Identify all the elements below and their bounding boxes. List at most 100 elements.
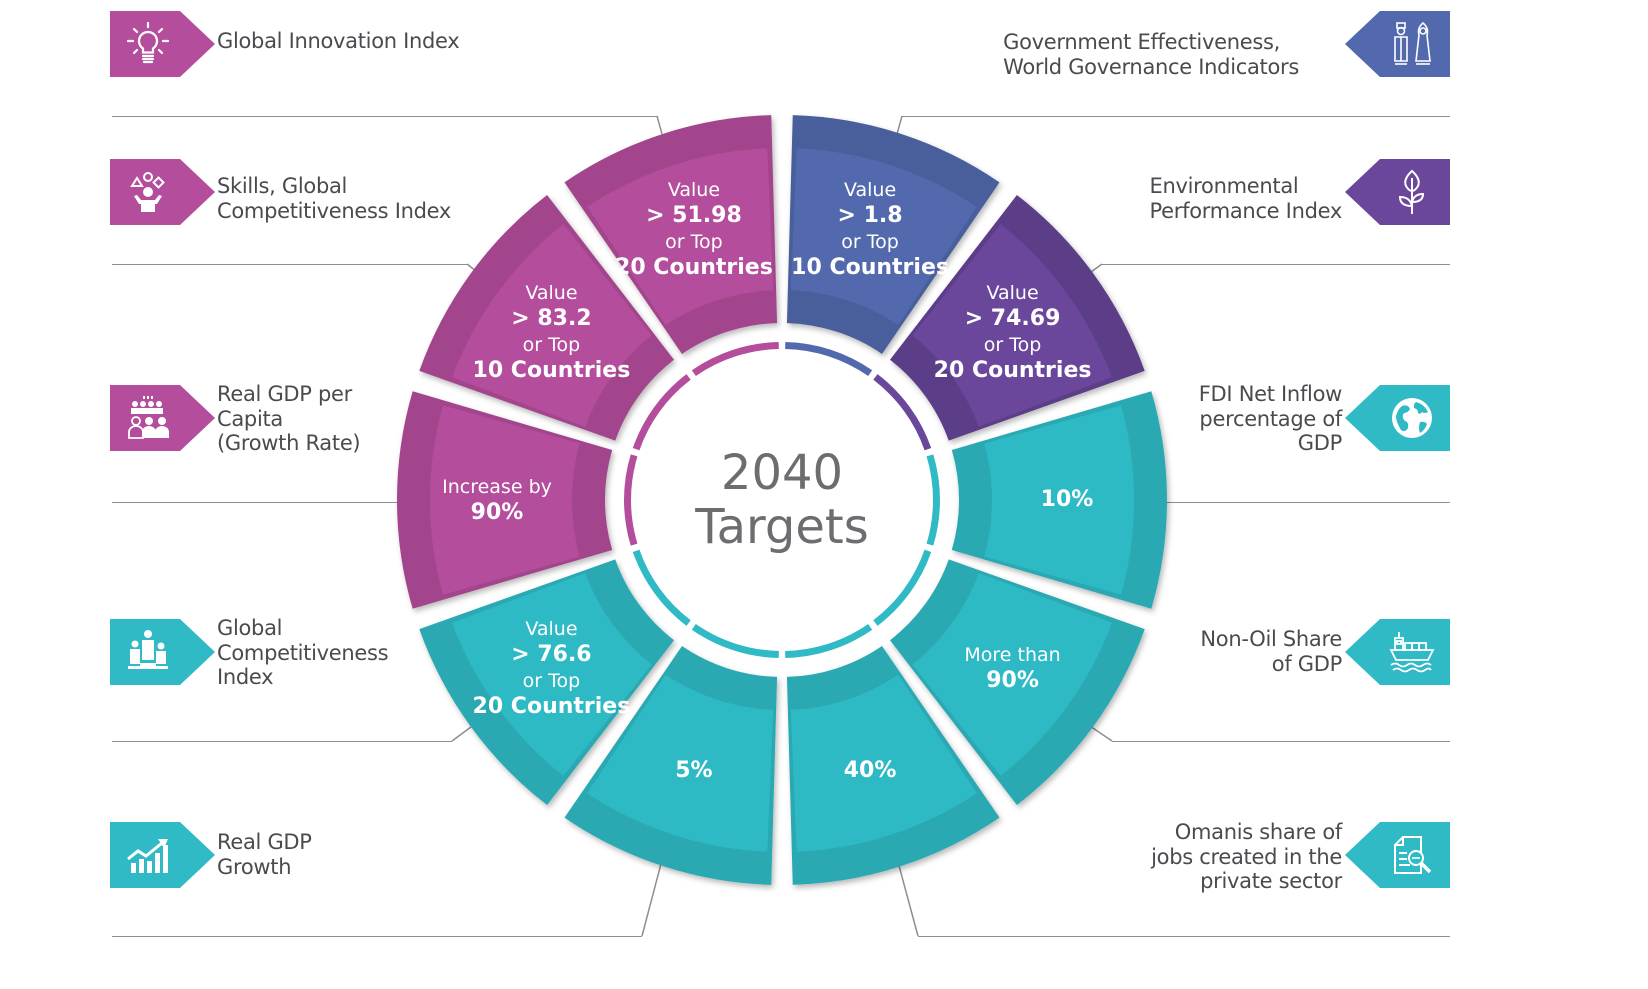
segment-line2: > 74.69 <box>964 306 1061 332</box>
tag-global-innovation-index <box>110 11 215 77</box>
wheel-segment <box>889 194 1145 441</box>
segment-line2: > 1.8 <box>837 202 903 228</box>
label-non-oil-share: Non-Oil Share of GDP <box>1200 627 1342 676</box>
wheel-segment <box>564 646 778 885</box>
segment-line1: More than <box>964 643 1061 666</box>
segment-line4: 20 Countries <box>615 254 773 280</box>
inner-ring-arc <box>691 342 779 377</box>
wheel-segment <box>564 115 778 354</box>
lightbulb-icon <box>126 21 170 64</box>
label-real-gdp-per-capita: Real GDP per Capita (Growth Rate) <box>217 382 361 455</box>
segment-target: 10% <box>1041 487 1094 513</box>
center-title: 2040 Targets <box>695 446 869 554</box>
tag-real-gdp-growth <box>110 822 215 888</box>
segment-line2: > 76.6 <box>511 641 592 667</box>
inner-ring-arc <box>691 623 779 658</box>
segment-face <box>912 573 1112 776</box>
divider <box>112 116 657 117</box>
connector-line <box>896 115 903 135</box>
label-environmental-performance: Environmental Performance Index <box>1149 174 1343 223</box>
officials-icon <box>1394 21 1431 65</box>
label-fdi-net-inflow: FDI Net Inflow percentage of GDP <box>1198 382 1343 455</box>
center-word: Targets <box>695 499 869 555</box>
growth-chart-icon <box>127 839 168 873</box>
globe-icon <box>1392 398 1432 438</box>
segment-line4: 20 Countries <box>472 693 631 719</box>
segment-target: Value > 74.69 or Top 20 Countries <box>934 280 1092 384</box>
segment-line2: 10% <box>1040 487 1094 512</box>
label-global-innovation-index: Global Innovation Index <box>217 29 460 53</box>
segment-line2: 90% <box>470 500 524 525</box>
divider <box>1112 741 1450 742</box>
segment-line2: > 51.98 <box>646 202 742 228</box>
divider <box>902 116 1450 117</box>
segment-line2: 5% <box>675 758 713 784</box>
inner-ring-arc <box>624 454 638 546</box>
segment-line1: Value <box>986 282 1039 305</box>
segment-target: Increase by 90% <box>442 474 552 526</box>
segment-line1: Increase by <box>442 476 552 498</box>
segment-line3: or Top <box>522 334 581 357</box>
wheel-segment <box>786 115 1000 354</box>
segment-line1: Value <box>525 617 578 640</box>
wheel-segment <box>889 559 1145 806</box>
connector-line <box>897 861 919 937</box>
segment-line3: or Top <box>983 334 1042 357</box>
divider <box>1162 502 1450 503</box>
label-omanis-share-jobs: Omanis share of jobs created in the privat… <box>1151 820 1342 893</box>
population-icon <box>128 396 169 439</box>
document-search-icon <box>1394 836 1432 874</box>
segment-line4: 10 Countries <box>791 254 949 280</box>
podium-icon <box>128 630 168 669</box>
segment-face <box>587 148 774 326</box>
segment-face <box>452 573 652 776</box>
segment-line1: Value <box>843 178 897 201</box>
segment-target: Value > 83.2 or Top 10 Countries <box>473 280 631 384</box>
inner-ring-arc <box>632 549 691 626</box>
wheel-segment <box>786 646 1000 885</box>
segment-face <box>587 674 774 852</box>
label-global-competitiveness-index: Global Competitiveness Index <box>217 616 389 689</box>
segment-line2: > 83.2 <box>511 306 592 332</box>
segment-line1: Value <box>667 178 721 201</box>
segment-face <box>984 405 1134 595</box>
connector-line <box>1089 725 1113 742</box>
tag-skills-index <box>110 159 215 225</box>
wheel-segment <box>397 391 613 609</box>
wheel-segment <box>419 559 675 806</box>
segment-target: Value > 1.8 or Top 10 Countries <box>791 177 949 281</box>
segment-target: Value > 51.98 or Top 20 Countries <box>615 177 773 281</box>
divider <box>112 741 452 742</box>
segment-line1: Value <box>525 282 578 305</box>
segment-line4: 20 Countries <box>933 358 1092 384</box>
plant-icon <box>1398 169 1425 214</box>
tag-global-competitiveness-index <box>110 619 215 685</box>
inner-ring-arc <box>785 623 873 658</box>
inner-ring-arc <box>873 374 932 451</box>
segment-line3: or Top <box>841 230 899 253</box>
center-year: 2040 <box>720 445 844 501</box>
tag-omanis-share-jobs <box>1345 822 1450 888</box>
wheel-segment <box>951 391 1168 609</box>
segment-target: More than 90% <box>964 642 1060 694</box>
tag-non-oil-share <box>1345 619 1450 685</box>
divider <box>1102 264 1450 265</box>
segment-face <box>790 148 977 326</box>
tag-government-effectiveness <box>1345 11 1450 77</box>
tag-environmental-performance <box>1345 159 1450 225</box>
inner-ring-arc <box>926 454 940 546</box>
segment-face <box>430 405 580 595</box>
cargo-ship-icon <box>1389 632 1435 673</box>
inner-ring-arc <box>785 342 873 377</box>
divider <box>112 936 642 937</box>
segment-target: 40% <box>844 758 897 784</box>
wheel-segment <box>419 194 675 441</box>
segment-target: 5% <box>675 758 712 784</box>
connector-line <box>656 115 663 135</box>
connector-line <box>641 859 663 937</box>
label-government-effectiveness: Government Effectiveness, World Governanc… <box>1003 30 1299 79</box>
center-disc <box>636 354 928 646</box>
tag-real-gdp-per-capita <box>110 385 215 451</box>
juggling-person-icon <box>130 172 165 212</box>
segment-line2: 40% <box>843 758 897 784</box>
